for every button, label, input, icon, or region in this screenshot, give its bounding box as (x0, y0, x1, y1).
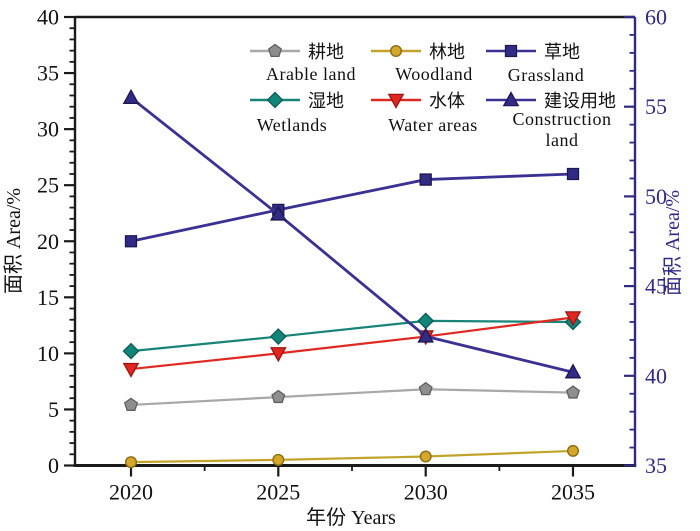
legend-item-wetlands-label-en: Wetlands (257, 115, 328, 135)
legend-item-grassland-label-zh: 草地 (544, 42, 580, 62)
y-right-tick-label: 40 (645, 363, 667, 388)
water-areas-marker-icon (122, 362, 140, 378)
construction-land-marker-icon (270, 205, 287, 221)
x-axis: 2020 2025 2030 2035 (109, 465, 595, 505)
series-grassland (124, 167, 580, 248)
woodland-marker-icon (419, 450, 432, 463)
legend-item-arable-land-label-zh: 耕地 (308, 42, 344, 62)
x-tick-label: 2030 (404, 480, 448, 505)
arable-land-marker-icon (123, 397, 139, 411)
y-right-tick-label: 55 (645, 94, 667, 119)
y-right-tick-label: 60 (645, 5, 667, 30)
right-axis-title: 面积 Area/% (661, 190, 684, 296)
series-woodland-line (130, 449, 574, 464)
legend-woodland-marker-icon (390, 45, 403, 58)
x-axis-title: 年份 Years (306, 506, 396, 529)
y-left-tick-label: 10 (37, 341, 59, 366)
series-arable-land (123, 381, 581, 411)
wetlands-marker-icon (269, 328, 287, 345)
series-woodland (124, 444, 580, 469)
y-left-tick-label: 5 (48, 397, 59, 422)
construction-land-marker-icon (122, 88, 140, 104)
legend-item-woodland-label-zh: 林地 (429, 42, 465, 62)
series-grassland-line (130, 172, 574, 243)
legend-item-water-areas-label-en: Water areas (388, 115, 478, 135)
series-wetlands (122, 312, 582, 360)
water-areas-marker-icon (270, 347, 287, 363)
legend-item-woodland-label-en: Woodland (395, 64, 473, 84)
arable-land-marker-icon (418, 381, 433, 396)
left-axis-title: 面积 Area/% (2, 188, 25, 294)
series-wetlands-line (130, 319, 574, 353)
legend-water-areas-marker-icon (387, 93, 405, 109)
y-left-tick-label: 20 (37, 229, 59, 254)
y-left-tick-label: 15 (37, 285, 59, 310)
legend-item-construction-land-label-en: Construction (513, 109, 612, 129)
arable-land-marker-icon (565, 385, 581, 399)
series-construction-land-line (130, 96, 574, 374)
legend-arable-land-marker-icon (267, 43, 283, 57)
y-left-tick-label: 40 (37, 5, 59, 30)
legend-item-grassland: 草地 Grassland (486, 42, 584, 85)
y-left-tick-label: 30 (37, 117, 59, 142)
grassland-marker-icon (566, 167, 580, 181)
series-construction-land (122, 88, 582, 379)
wetlands-marker-icon (417, 312, 435, 330)
grassland-marker-icon (419, 173, 432, 186)
y-right-tick-label: 50 (645, 184, 667, 209)
y-left-tick-label: 0 (48, 453, 59, 478)
x-tick-label: 2035 (551, 480, 595, 505)
arable-land-marker-icon (271, 389, 286, 404)
y-axis-left: 0 5 10 15 20 25 30 35 40 (37, 5, 75, 478)
woodland-marker-icon (272, 453, 285, 466)
y-right-tick-label: 35 (645, 453, 667, 478)
legend-item-arable-land-label-en: Arable land (266, 64, 356, 84)
legend-wetlands-marker-icon (266, 91, 284, 109)
series-water-areas-line (130, 316, 574, 371)
water-areas-marker-icon (564, 311, 582, 327)
y-right-tick-label: 45 (645, 274, 667, 299)
construction-land-marker-icon (417, 327, 434, 343)
legend-item-water-areas-label-zh: 水体 (429, 91, 465, 111)
wetlands-marker-icon (122, 342, 140, 360)
legend-item-water-areas: 水体 Water areas (371, 91, 478, 135)
x-tick-label: 2025 (256, 480, 300, 505)
woodland-marker-icon (567, 444, 580, 457)
series-arable-land-line (130, 388, 574, 407)
series-water-areas (122, 311, 582, 378)
grassland-marker-icon (124, 235, 138, 248)
legend-construction-land-marker-icon (502, 91, 520, 107)
y-left-tick-label: 25 (37, 173, 59, 198)
construction-land-marker-icon (564, 363, 582, 379)
y-left-tick-label: 35 (37, 61, 59, 86)
legend-item-wetlands-label-zh: 湿地 (308, 91, 344, 111)
legend-item-grassland-label-en: Grassland (508, 65, 584, 85)
y-axis-right: 35 40 45 50 55 60 (624, 5, 667, 478)
legend-item-wetlands: 湿地 Wetlands (250, 91, 344, 135)
woodland-marker-icon (124, 456, 137, 469)
legend-grassland-marker-icon (504, 44, 518, 58)
x-tick-label: 2020 (109, 480, 153, 505)
legend-item-construction-land-label-zh: 建设用地 (544, 91, 616, 111)
legend-item-construction-land-label-en: land (546, 130, 579, 150)
